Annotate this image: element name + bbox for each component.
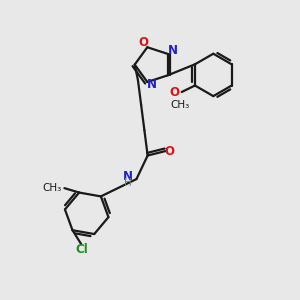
Text: N: N <box>123 169 133 183</box>
Text: Cl: Cl <box>76 243 88 256</box>
Text: H: H <box>124 178 132 188</box>
Text: CH₃: CH₃ <box>43 182 62 193</box>
Text: N: N <box>167 44 177 57</box>
Text: O: O <box>169 86 180 99</box>
Text: CH₃: CH₃ <box>170 100 189 110</box>
Text: N: N <box>147 78 157 91</box>
Text: O: O <box>165 145 175 158</box>
Text: O: O <box>139 36 149 49</box>
